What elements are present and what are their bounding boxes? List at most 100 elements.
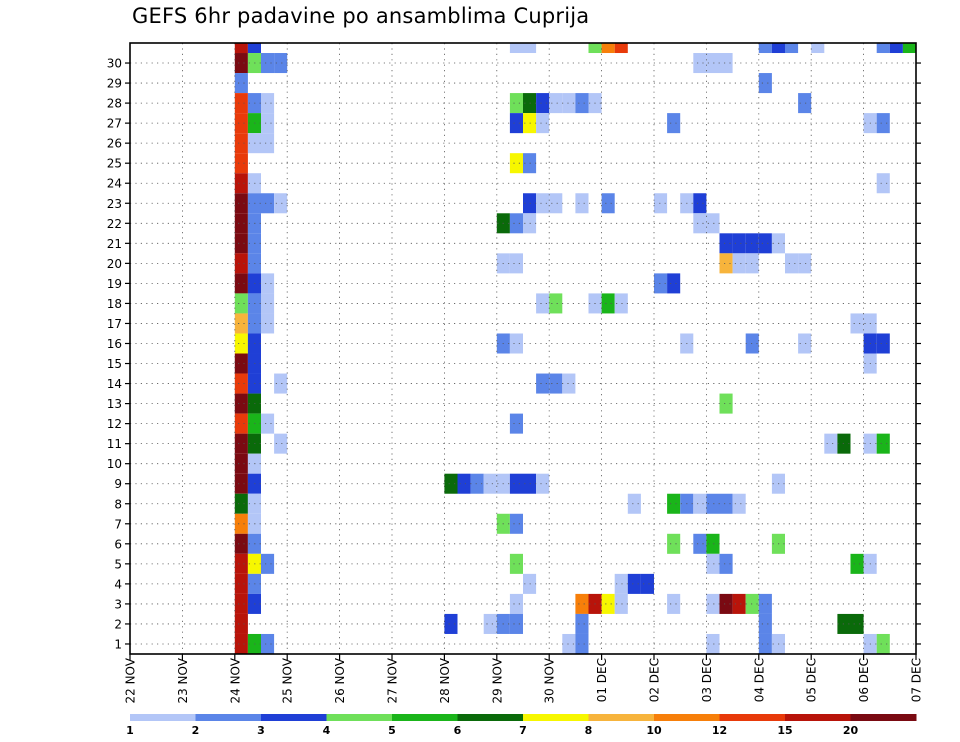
heatmap-cell — [667, 493, 681, 514]
heatmap-cell — [234, 153, 248, 174]
heatmap-cell — [523, 153, 537, 174]
legend-label: 20 — [843, 724, 859, 737]
heatmap-cell — [234, 573, 248, 594]
heatmap-cell — [234, 313, 248, 334]
heatmap-cell — [234, 293, 248, 314]
heatmap-cell — [549, 193, 563, 214]
heatmap-cell — [758, 633, 772, 654]
heatmap-cell — [234, 43, 248, 54]
heatmap-cell — [667, 273, 681, 294]
heatmap-cell — [509, 43, 523, 54]
heatmap-cell — [483, 473, 497, 494]
heatmap-cell — [483, 613, 497, 634]
legend-label: 7 — [519, 724, 527, 737]
heatmap-cell — [732, 593, 746, 614]
y-tick-label: 2 — [114, 617, 122, 631]
heatmap-cell — [234, 473, 248, 494]
heatmap-cell — [261, 273, 275, 294]
heatmap-cell — [614, 573, 628, 594]
heatmap-cell — [719, 553, 733, 574]
y-tick-label: 13 — [107, 397, 122, 411]
y-tick-label: 27 — [107, 117, 122, 131]
heatmap-cell — [261, 53, 275, 74]
heatmap-cell — [509, 513, 523, 534]
heatmap-cell — [234, 393, 248, 414]
heatmap-cell — [876, 43, 890, 54]
heatmap-cell — [509, 553, 523, 574]
heatmap-cell — [575, 613, 589, 634]
heatmap-cell — [509, 613, 523, 634]
x-tick-label: 28 NOV — [438, 657, 452, 703]
x-tick-label: 04 DEC — [752, 658, 766, 702]
heatmap-cell — [719, 233, 733, 254]
heatmap-cell — [693, 193, 707, 214]
legend-swatch — [719, 714, 786, 721]
heatmap-cell — [667, 533, 681, 554]
heatmap-cell — [234, 273, 248, 294]
heatmap-cell — [654, 273, 668, 294]
legend-label: 8 — [585, 724, 593, 737]
heatmap-cell — [234, 373, 248, 394]
cells-layer — [234, 43, 916, 654]
y-tick-label: 18 — [107, 297, 122, 311]
heatmap-cell — [261, 313, 275, 334]
heatmap-cell — [274, 433, 288, 454]
heatmap-cell — [889, 43, 903, 54]
x-tick-label: 29 NOV — [490, 657, 504, 703]
heatmap-cell — [798, 253, 812, 274]
y-tick-label: 7 — [114, 517, 122, 531]
heatmap-cell — [444, 613, 458, 634]
y-tick-label: 12 — [107, 417, 122, 431]
heatmap-cell — [523, 93, 537, 114]
x-axis: 22 NOV 23 NOV 24 NOV 25 NOV 26 NOV 27 NOV 28 N… — [124, 654, 924, 704]
heatmap-cell — [850, 613, 864, 634]
heatmap-cell — [470, 473, 484, 494]
heatmap-cell — [758, 73, 772, 94]
legend-swatch — [392, 714, 458, 721]
heatmap-cell — [536, 373, 550, 394]
heatmap-cell — [274, 193, 288, 214]
x-tick-label: 26 NOV — [333, 657, 347, 703]
heatmap-cell — [234, 593, 248, 614]
heatmap-cell — [509, 93, 523, 114]
heatmap-cell — [758, 233, 772, 254]
heatmap-cell — [745, 593, 759, 614]
heatmap-cell — [706, 213, 720, 234]
heatmap-cell — [509, 333, 523, 354]
x-tick-label: 30 NOV — [543, 657, 557, 703]
y-tick-label: 25 — [107, 157, 122, 171]
y-tick-label: 16 — [107, 337, 122, 351]
heatmap-cell — [627, 573, 641, 594]
heatmap-cell — [562, 373, 576, 394]
heatmap-cell — [706, 533, 720, 554]
y-tick-label: 17 — [107, 317, 122, 331]
heatmap-cell — [234, 633, 248, 654]
heatmap-cell — [234, 133, 248, 154]
heatmap-cell — [575, 593, 589, 614]
y-tick-label: 1 — [114, 637, 122, 651]
heatmap-cell — [732, 253, 746, 274]
heatmap-cell — [509, 253, 523, 274]
heatmap-cell — [523, 213, 537, 234]
heatmap-cell — [234, 453, 248, 474]
heatmap-cell — [693, 213, 707, 234]
heatmap-cell — [798, 333, 812, 354]
x-tick-label: 05 DEC — [805, 658, 819, 702]
heatmap-cell — [234, 413, 248, 434]
heatmap-cell — [234, 73, 248, 94]
heatmap-cell — [811, 43, 825, 54]
x-tick-label: 06 DEC — [857, 658, 871, 702]
legend-swatch — [785, 714, 851, 721]
heatmap-cell — [536, 113, 550, 134]
heatmap-cell — [549, 373, 563, 394]
heatmap-cell — [562, 633, 576, 654]
heatmap-cell — [745, 333, 759, 354]
heatmap-cell — [719, 593, 733, 614]
heatmap-cell — [719, 253, 733, 274]
heatmap-cell — [771, 43, 785, 54]
heatmap-cell — [601, 193, 615, 214]
heatmap-cell — [876, 173, 890, 194]
plot-border — [129, 42, 917, 655]
x-tick-label: 23 NOV — [176, 657, 190, 703]
